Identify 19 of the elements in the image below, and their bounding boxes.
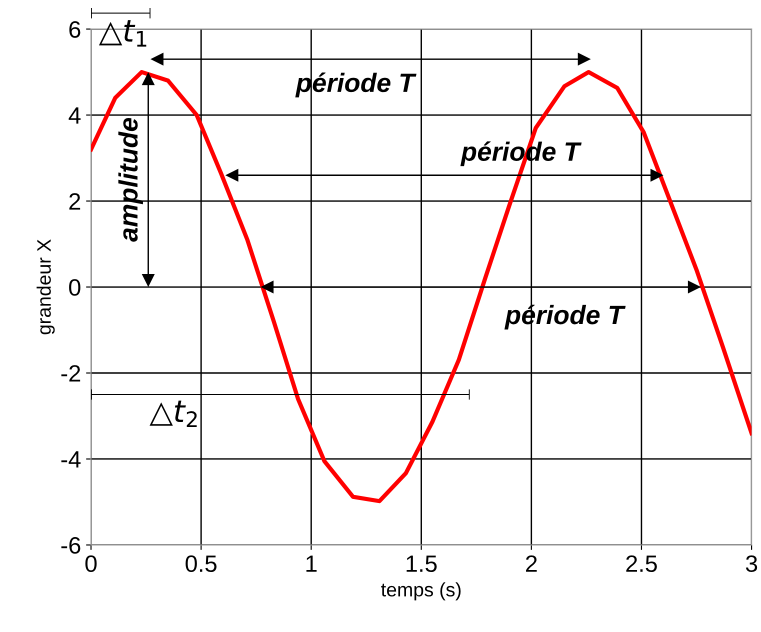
annotation: △t$_{1}$ [98, 20, 146, 47]
y-tick-label: 2 [69, 193, 80, 210]
y-tick-label: -4 [61, 451, 81, 468]
y-tick-label: -6 [61, 537, 80, 554]
x-tick-label: 2.5 [626, 555, 657, 572]
annotation: amplitude [118, 118, 143, 242]
annotation: △t$_{2}$ [150, 400, 197, 428]
y-tick-label: 6 [69, 21, 80, 38]
x-axis-title: temps (s) [381, 582, 461, 600]
x-tick-label: 3 [746, 555, 758, 572]
x-tick-label: 0.5 [186, 555, 217, 572]
x-tick-label: 0 [85, 555, 97, 572]
y-axis-title: grandeur X [36, 239, 55, 334]
x-tick-label: 1.5 [406, 556, 437, 572]
y-tick-label: 4 [68, 107, 81, 124]
y-tick-label: -2 [61, 365, 80, 382]
x-tick-label: 1 [306, 556, 317, 572]
y-tick-label: 0 [69, 279, 80, 296]
x-tick-label: 2 [526, 555, 537, 572]
